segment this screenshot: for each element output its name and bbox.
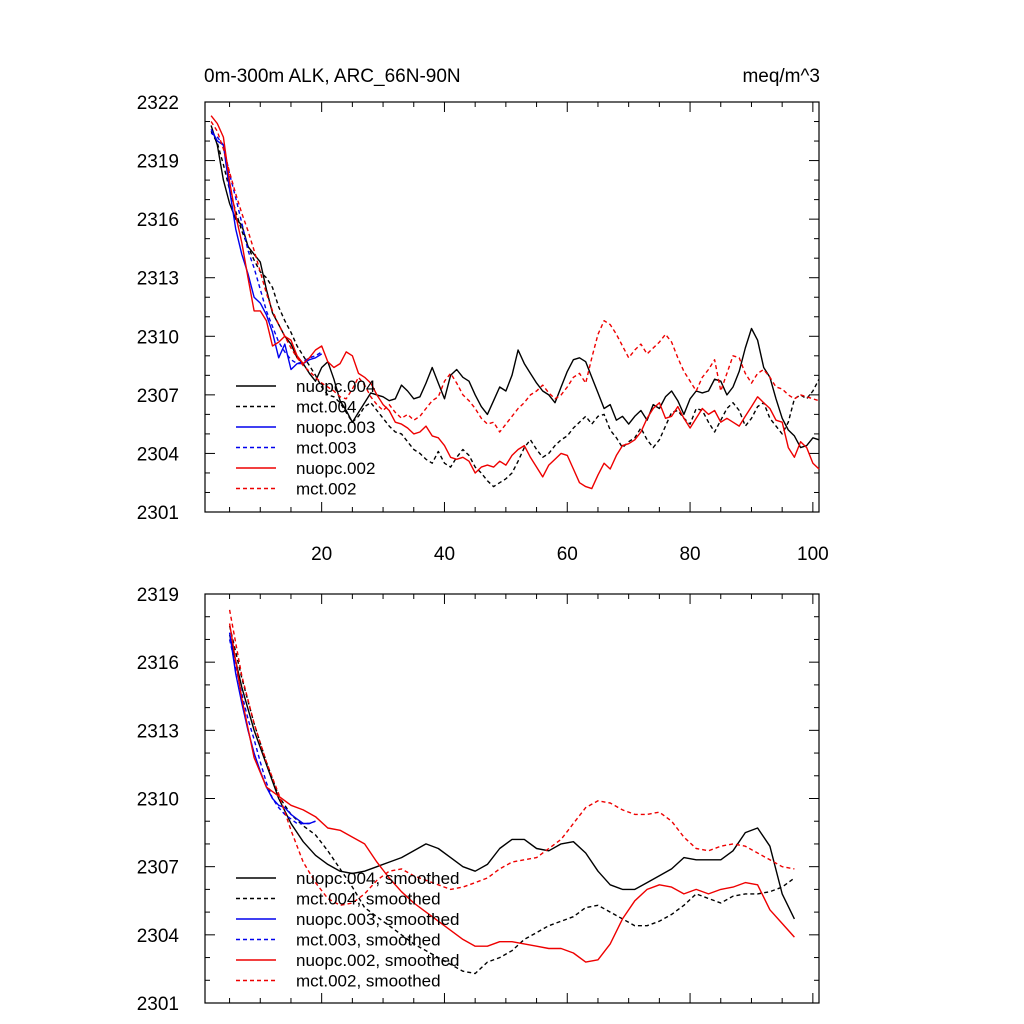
bottom-panel: 2301 2304 2307 2310 2313 2316 2319 nuopc.004, s…: [137, 585, 820, 1015]
x-tick-label: 100: [797, 544, 829, 565]
units-label: meq/m^3: [742, 66, 820, 87]
legend-label: nuopc.003: [296, 418, 375, 437]
y-tick-label: 2307: [137, 858, 179, 879]
legend-label: mct.002: [296, 480, 356, 499]
legend-label: nuopc.003, smoothed: [296, 910, 460, 929]
legend-label: mct.004, smoothed: [296, 890, 441, 909]
chart-title: 0m-300m ALK, ARC_66N-90N: [204, 66, 461, 87]
y-tick-label: 2313: [137, 721, 179, 742]
series-line-mct-004: [210, 130, 820, 488]
series-line-nuopc-004-smoothed: [228, 634, 796, 920]
legend-label: mct.004: [296, 398, 356, 417]
series-line-nuopc-002-smoothed: [228, 623, 795, 963]
y-tick-label: 2304: [137, 926, 180, 947]
y-tick-label: 2310: [137, 327, 179, 348]
y-tick-label: 2313: [137, 269, 179, 290]
series-line-nuopc-003-smoothed: [228, 632, 316, 825]
legend-label: mct.003, smoothed: [296, 931, 441, 950]
legend-label: mct.003: [296, 439, 356, 458]
series-line-nuopc-004: [210, 125, 820, 449]
series-line-mct-003-smoothed: [228, 639, 316, 825]
y-tick-label: 2301: [137, 503, 179, 524]
y-tick-label: 2310: [137, 790, 179, 811]
legend-label: mct.002, smoothed: [296, 972, 441, 991]
y-tick-label: 2307: [137, 386, 179, 407]
series-line-mct-004-smoothed: [228, 625, 795, 975]
legend-label: nuopc.002: [296, 459, 375, 478]
y-tick-label: 2316: [137, 653, 179, 674]
x-tick-label: 60: [557, 544, 578, 565]
series-line-nuopc-002: [210, 115, 820, 490]
series-line-mct-002-smoothed: [228, 609, 795, 906]
plot-frame: [204, 101, 820, 513]
series-line-mct-002: [210, 121, 820, 433]
y-tick-label: 2322: [137, 93, 179, 114]
y-tick-label: 2316: [137, 210, 179, 231]
legend-label: nuopc.004: [296, 377, 375, 396]
x-tick-label: 40: [434, 544, 455, 565]
x-tick-label: 20: [311, 544, 332, 565]
legend-label: nuopc.004, smoothed: [296, 869, 460, 888]
legend-label: nuopc.002, smoothed: [296, 951, 460, 970]
y-tick-label: 2301: [137, 994, 179, 1015]
top-panel: 20 40 60 80 100 2301 2304 2307 2310 2313 2316 2319 2…: [137, 93, 829, 565]
y-tick-label: 2304: [137, 444, 180, 465]
y-tick-label: 2319: [137, 585, 179, 606]
y-tick-label: 2319: [137, 152, 179, 173]
x-tick-label: 80: [679, 544, 700, 565]
